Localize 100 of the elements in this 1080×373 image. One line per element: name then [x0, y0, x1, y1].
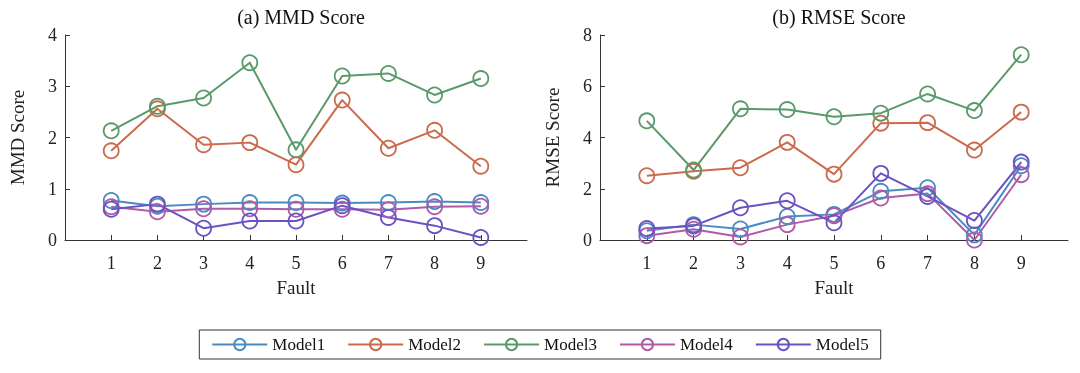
legend-label: Model3 [544, 335, 597, 354]
point [472, 229, 490, 246]
point [825, 108, 843, 126]
y-tick-label: 6 [583, 76, 592, 97]
x-tick-label: 5 [829, 253, 839, 273]
point [472, 197, 490, 215]
point [1012, 166, 1030, 184]
point [195, 195, 212, 213]
y-tick-label: 1 [48, 178, 57, 199]
point [472, 157, 490, 175]
point [966, 102, 983, 119]
x-tick-label: 4 [782, 253, 792, 273]
x-axis-title: Fault [276, 277, 317, 298]
point [778, 101, 796, 118]
point [872, 164, 890, 182]
point [732, 100, 749, 118]
legend-label: Model1 [272, 335, 326, 354]
point [732, 159, 749, 177]
point [426, 198, 443, 216]
x-tick-label: 1 [642, 253, 652, 273]
point [149, 203, 166, 221]
point [638, 227, 656, 245]
y-tick-label: 4 [48, 25, 57, 45]
point [380, 209, 397, 226]
point [195, 219, 212, 237]
point [732, 199, 749, 217]
x-tick-label: 2 [152, 253, 162, 273]
y-tick-label: 8 [583, 25, 592, 45]
point [380, 201, 397, 219]
point [1012, 157, 1030, 175]
point [472, 194, 490, 211]
point [380, 65, 397, 82]
y-tick-label: 3 [48, 76, 57, 97]
point [778, 133, 796, 151]
x-tick-label: 1 [106, 253, 116, 273]
x-tick-label: 6 [876, 253, 886, 273]
point [638, 112, 656, 130]
point [966, 212, 983, 229]
point [380, 194, 397, 211]
point [102, 142, 120, 160]
x-axis-title: Fault [814, 277, 855, 298]
point [426, 193, 443, 210]
chart-title: (b) RMSE Score [772, 6, 906, 29]
point [966, 231, 983, 249]
point [966, 141, 983, 159]
point [872, 104, 890, 122]
point [195, 200, 212, 218]
y-axis-title: MMD Score [7, 89, 28, 186]
y-axis-title: RMSE Score [542, 87, 563, 188]
y-tick-label: 2 [48, 127, 57, 148]
point [472, 70, 490, 87]
point [919, 85, 936, 103]
point [287, 156, 305, 174]
point [778, 208, 796, 225]
point [241, 194, 259, 211]
point [426, 86, 443, 104]
point [102, 192, 120, 209]
point [333, 91, 351, 109]
chart-title: (a) MMD Score [237, 6, 365, 29]
point [241, 212, 259, 230]
x-tick-label: 3 [199, 253, 209, 273]
point [195, 89, 212, 107]
point [1012, 46, 1030, 64]
point [872, 189, 890, 207]
point [732, 228, 749, 246]
y-tick-label: 2 [583, 178, 592, 199]
point [919, 179, 936, 197]
point [732, 220, 749, 238]
x-tick-label: 6 [337, 253, 347, 273]
x-tick-label: 8 [430, 253, 440, 273]
point [287, 194, 305, 211]
point [195, 136, 212, 154]
x-tick-label: 4 [245, 253, 255, 273]
point [919, 114, 936, 132]
legend-label: Model4 [679, 335, 734, 354]
point [638, 167, 656, 185]
point [333, 67, 351, 85]
point [287, 141, 305, 159]
y-tick-label: 0 [583, 230, 592, 250]
point [1012, 103, 1030, 121]
legend-label: Model5 [815, 335, 869, 354]
point [825, 165, 843, 183]
point [426, 217, 443, 235]
point [287, 200, 305, 218]
x-tick-label: 3 [735, 253, 745, 273]
x-tick-label: 5 [291, 253, 301, 273]
point [1012, 153, 1030, 171]
x-tick-label: 8 [969, 253, 979, 273]
point [778, 192, 796, 210]
point [241, 54, 259, 72]
point [241, 200, 259, 218]
point [380, 139, 397, 157]
point [102, 122, 120, 140]
point [825, 214, 843, 232]
point [426, 121, 443, 139]
point [966, 226, 983, 244]
x-tick-label: 9 [1016, 253, 1026, 273]
point [241, 134, 259, 152]
x-tick-label: 7 [923, 253, 933, 273]
legend-label: Model2 [408, 335, 462, 354]
